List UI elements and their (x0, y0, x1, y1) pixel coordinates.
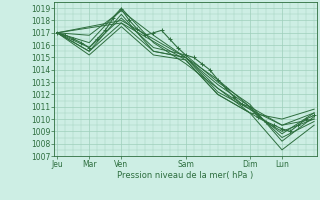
X-axis label: Pression niveau de la mer( hPa ): Pression niveau de la mer( hPa ) (117, 171, 254, 180)
